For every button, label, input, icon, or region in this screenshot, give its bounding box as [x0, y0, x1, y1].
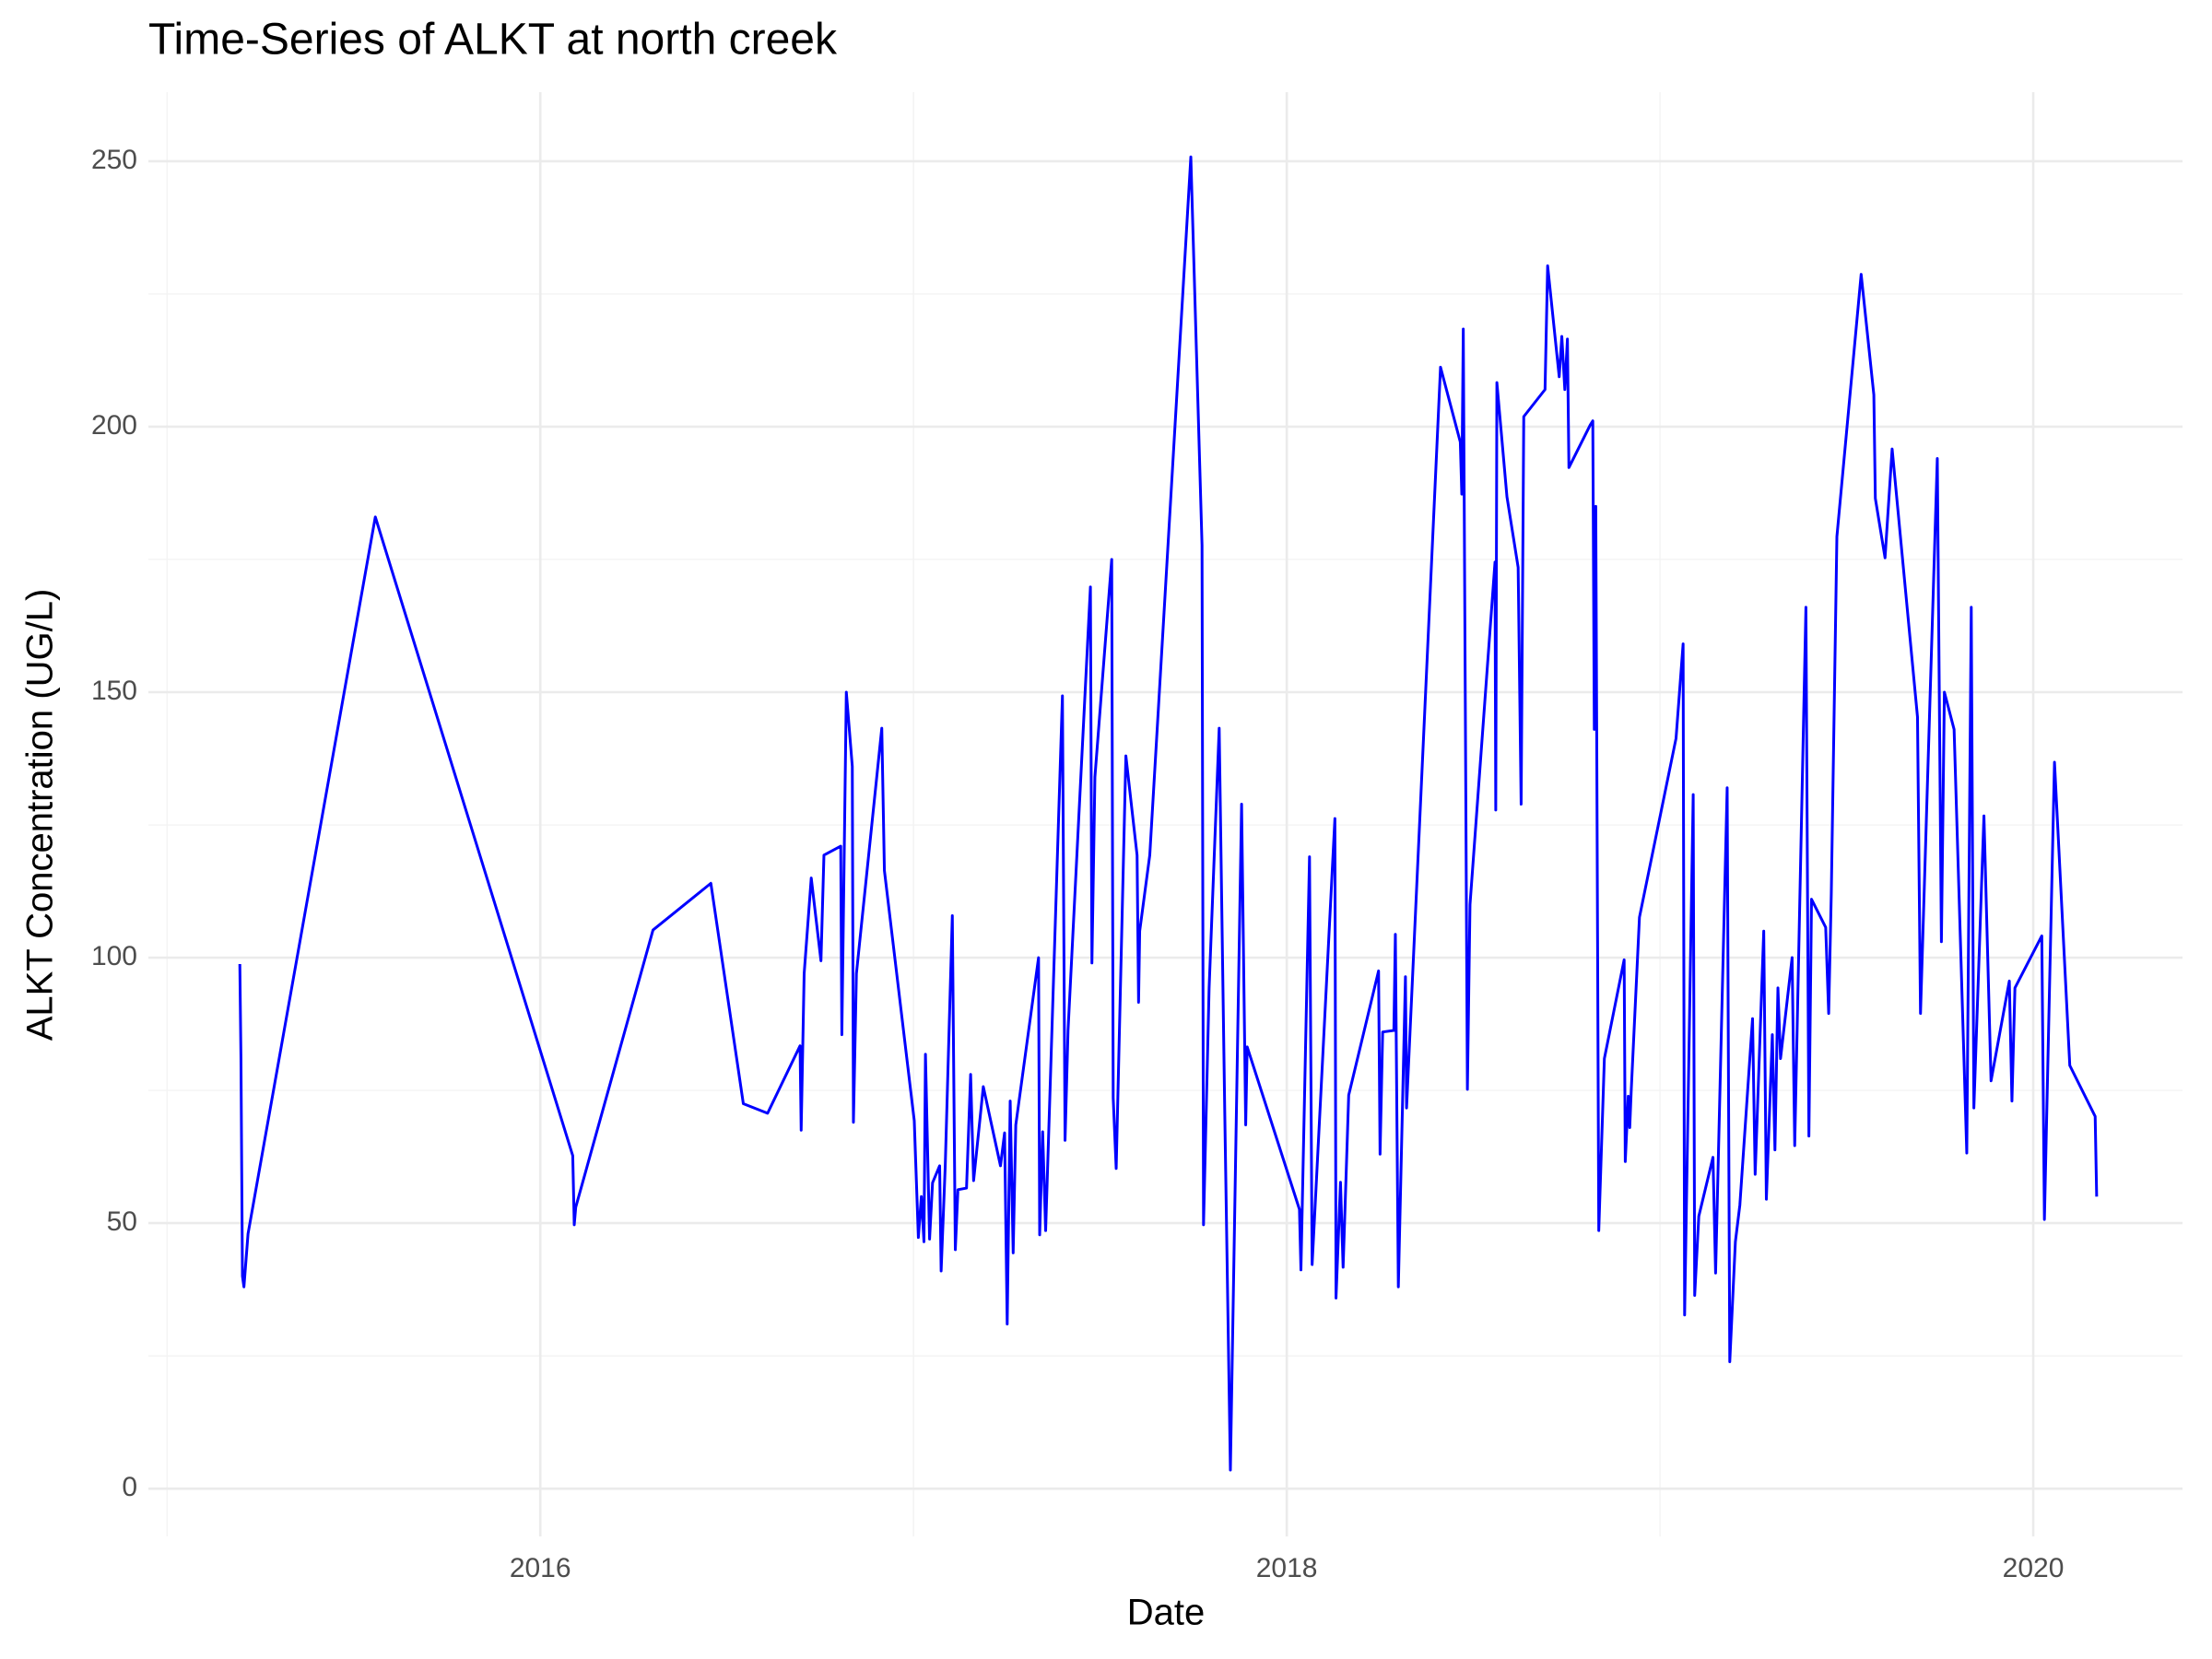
y-tick-label: 100 [91, 941, 137, 971]
x-tick-label: 2020 [2003, 1553, 2065, 1583]
x-tick-label: 2016 [510, 1553, 571, 1583]
grid [148, 92, 2183, 1536]
y-tick-label: 250 [91, 145, 137, 175]
x-tick-label: 2018 [1256, 1553, 1318, 1583]
x-axis-title: Date [1127, 1593, 1206, 1633]
y-tick-label: 50 [107, 1206, 137, 1237]
y-tick-label: 0 [122, 1472, 137, 1502]
y-tick-label: 150 [91, 676, 137, 706]
y-tick-label: 200 [91, 410, 137, 441]
y-axis-title: ALKT Concentration (UG/L) [20, 589, 61, 1041]
chart-title: Time-Series of ALKT at north creek [148, 16, 838, 65]
data-line [238, 155, 2099, 1472]
